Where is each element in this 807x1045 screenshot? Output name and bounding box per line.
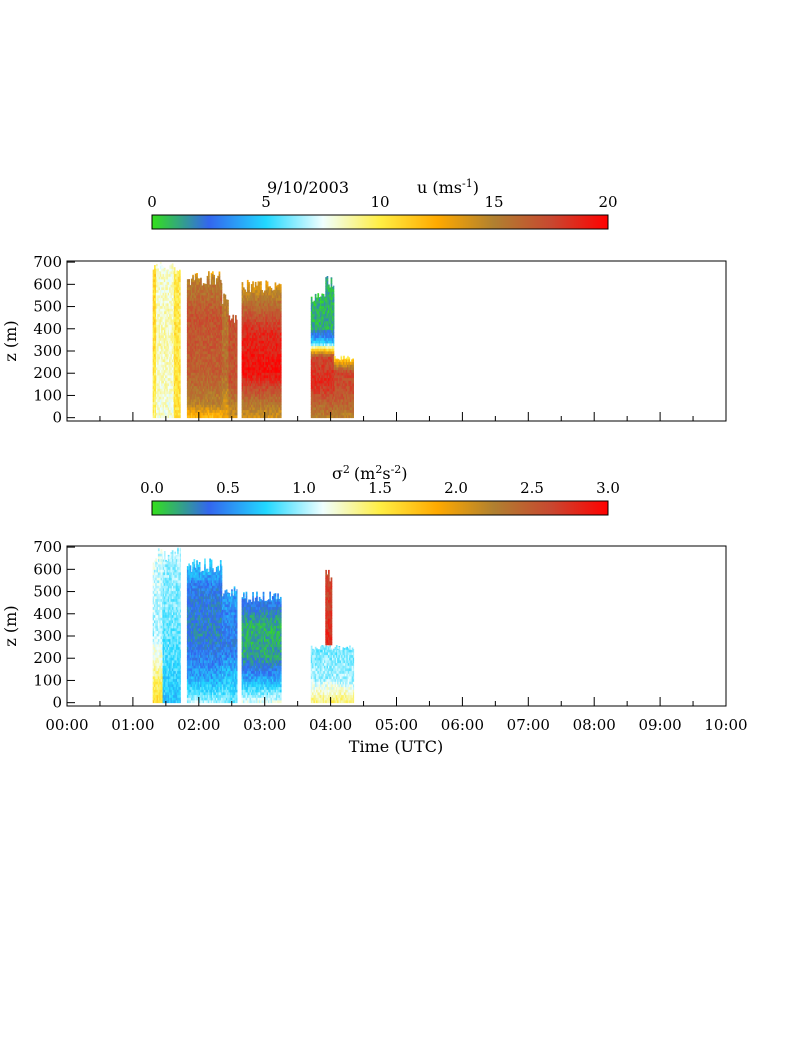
data-block (325, 569, 333, 646)
data-block (173, 267, 181, 419)
y-tick-label: 300 (33, 627, 62, 645)
data-block (186, 558, 223, 704)
y-tick-label: 400 (33, 605, 62, 623)
x-tick-label: 08:00 (573, 716, 616, 734)
colorbar-tick-label: 0.5 (216, 479, 240, 497)
x-tick-label: 09:00 (638, 716, 681, 734)
data-block (310, 293, 335, 419)
sigma-colorbar-group: σ2 (m2s-2) 0.0 0.5 1.0 1.5 2.0 2.5 3.0 (140, 463, 620, 516)
data-block (333, 355, 354, 419)
x-tick-label: 06:00 (441, 716, 484, 734)
y-tick-label: 0 (52, 694, 62, 712)
y-tick-label: 0 (52, 409, 62, 427)
x-tick-label: 04:00 (309, 716, 352, 734)
u-y-ticks: 0 100 200 300 400 500 600 700 (33, 253, 75, 427)
data-block (228, 314, 238, 419)
sigma-y-axis-label: z (m) (1, 605, 20, 646)
u-colorbar-title: u (ms-1) (417, 177, 479, 197)
y-tick-label: 200 (33, 364, 62, 382)
u-heatmap (152, 262, 354, 419)
date-label: 9/10/2003 (267, 178, 349, 197)
u-colorbar (151, 214, 609, 230)
sigma-heatmap (152, 547, 355, 704)
sigma-x-ticks (66, 697, 727, 706)
colorbar-tick-label: 3.0 (596, 479, 620, 497)
y-tick-label: 200 (33, 649, 62, 667)
colorbar-tick-label: 0.0 (140, 479, 164, 497)
x-axis-label: Time (UTC) (349, 737, 443, 756)
sigma-x-tick-labels: 00:00 01:00 02:00 03:00 04:00 05:00 06:00 07:00… (45, 716, 747, 734)
u-colorbar-ticks: 0 5 10 15 20 (147, 193, 617, 211)
data-block (221, 586, 238, 704)
y-tick-label: 100 (33, 671, 62, 689)
y-tick-label: 500 (33, 298, 62, 316)
data-block (186, 271, 223, 419)
sigma-panel: 0 100 200 300 400 500 600 700 00:00 01:00 02:00 03… (1, 538, 748, 756)
x-tick-label: 05:00 (375, 716, 418, 734)
colorbar-tick-label: 2.5 (520, 479, 544, 497)
y-tick-label: 400 (33, 320, 62, 338)
u-y-axis-label: z (m) (1, 320, 20, 361)
data-block (241, 279, 282, 419)
x-tick-label: 02:00 (177, 716, 220, 734)
data-block (221, 293, 229, 419)
colorbar-tick-label: 20 (598, 193, 617, 211)
x-tick-label: 03:00 (243, 716, 286, 734)
x-tick-label: 07:00 (507, 716, 550, 734)
u-panel: 0 100 200 300 400 500 600 700 z (m) (1, 253, 727, 427)
y-tick-label: 700 (33, 253, 62, 271)
sigma-y-ticks: 0 100 200 300 400 500 600 700 (33, 538, 75, 712)
colorbar-tick-label: 5 (261, 193, 271, 211)
colorbar-tick-label: 0 (147, 193, 157, 211)
data-block (152, 547, 163, 704)
data-block (241, 591, 282, 704)
colorbar-tick-label: 1.0 (292, 479, 316, 497)
u-colorbar-group: 9/10/2003 u (ms-1) 0 5 10 15 20 (147, 177, 618, 230)
x-tick-label: 01:00 (111, 716, 154, 734)
y-tick-label: 600 (33, 560, 62, 578)
u-x-ticks (66, 412, 727, 421)
data-block (152, 265, 157, 419)
data-block (162, 547, 181, 704)
colorbar-tick-label: 1.5 (368, 479, 392, 497)
sigma-colorbar-title: σ2 (m2s-2) (332, 463, 408, 483)
x-tick-label: 00:00 (45, 716, 88, 734)
sigma-colorbar (151, 500, 609, 516)
x-tick-label: 10:00 (704, 716, 747, 734)
sigma-colorbar-ticks: 0.0 0.5 1.0 1.5 2.0 2.5 3.0 (140, 479, 620, 497)
colorbar-tick-label: 2.0 (444, 479, 468, 497)
colorbar-tick-label: 15 (484, 193, 503, 211)
y-tick-label: 600 (33, 275, 62, 293)
data-block (310, 645, 355, 704)
y-tick-label: 100 (33, 386, 62, 404)
data-block (325, 276, 335, 330)
y-tick-label: 500 (33, 583, 62, 601)
colorbar-tick-label: 10 (370, 193, 389, 211)
y-tick-label: 300 (33, 342, 62, 360)
data-block (156, 262, 175, 419)
y-tick-label: 700 (33, 538, 62, 556)
